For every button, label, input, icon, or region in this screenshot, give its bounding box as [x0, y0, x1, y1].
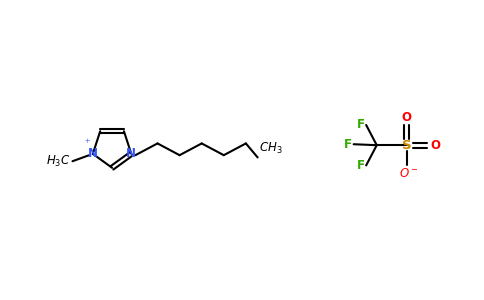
Text: F: F [356, 118, 364, 131]
Text: O: O [430, 139, 440, 152]
Text: $H_3C$: $H_3C$ [46, 154, 71, 169]
Text: N: N [88, 147, 98, 160]
Text: $CH_3$: $CH_3$ [258, 140, 282, 155]
Text: $^+$: $^+$ [83, 138, 91, 148]
Text: S: S [402, 139, 411, 152]
Text: F: F [344, 138, 352, 151]
Text: $O^-$: $O^-$ [399, 167, 418, 180]
Text: O: O [402, 111, 411, 124]
Text: F: F [356, 159, 364, 172]
Text: N: N [126, 147, 136, 160]
